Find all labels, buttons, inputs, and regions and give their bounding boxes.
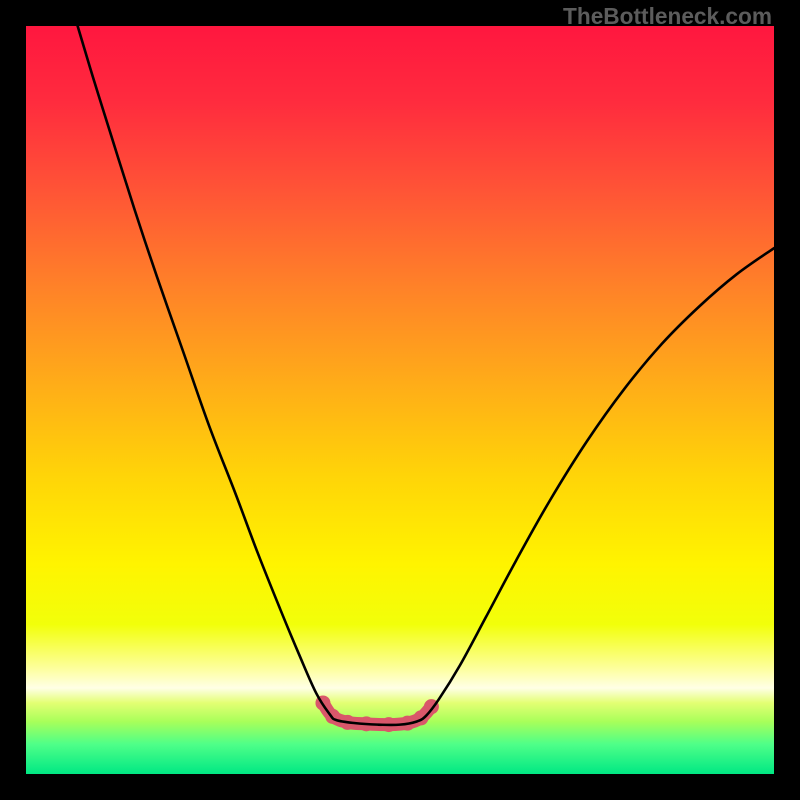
chart-frame: TheBottleneck.com xyxy=(0,0,800,800)
gradient-background xyxy=(26,26,774,774)
plot-svg xyxy=(26,26,774,774)
plot-area xyxy=(26,26,774,774)
watermark-text: TheBottleneck.com xyxy=(563,3,772,30)
